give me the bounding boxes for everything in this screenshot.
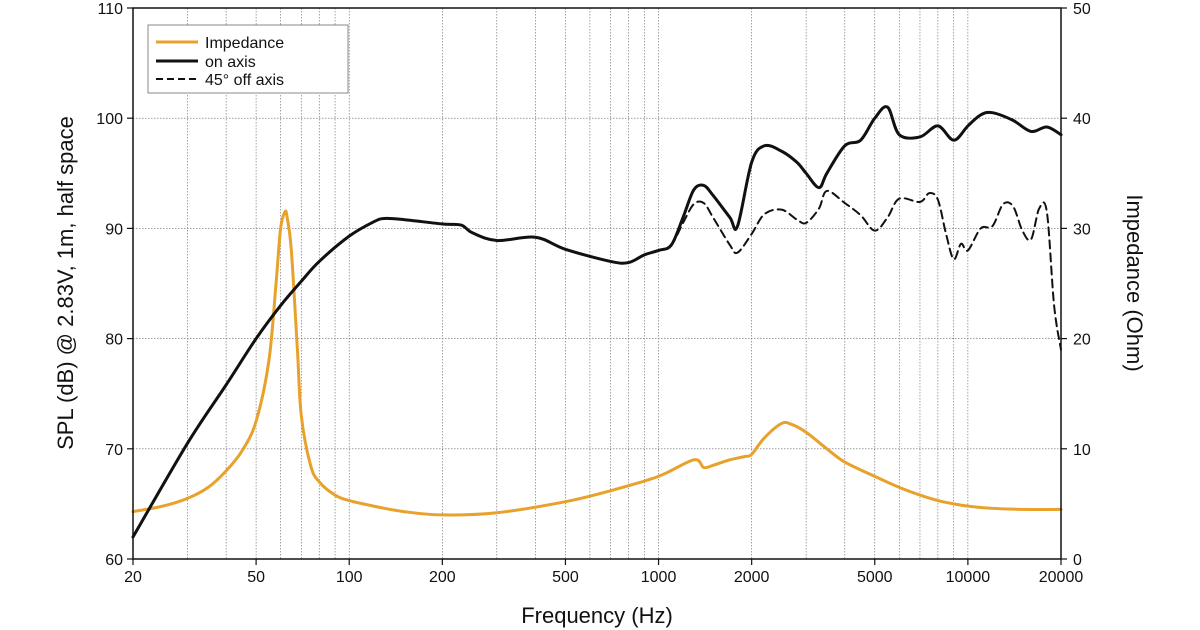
legend-label-off-axis: 45° off axis [205, 72, 284, 89]
series-impedance [131, 209, 1063, 517]
y2-axis-title: Impedance (Ohm) [1122, 194, 1147, 371]
y2-tick-label: 40 [1073, 111, 1091, 128]
x-axis-title: Frequency (Hz) [521, 603, 673, 628]
x-tick-label: 2000 [734, 569, 770, 586]
x-tick-label: 10000 [946, 569, 991, 586]
legend: Impedance on axis 45° off axis [147, 24, 349, 94]
x-tick-label: 200 [429, 569, 456, 586]
x-tick-label: 1000 [641, 569, 677, 586]
y-axis-title: SPL (dB) @ 2.83V, 1m, half space [53, 116, 78, 450]
legend-label-impedance: Impedance [205, 35, 284, 52]
y-tick-label: 90 [105, 221, 123, 238]
y-tick-label: 60 [105, 552, 123, 569]
y2-tick-label: 0 [1073, 552, 1082, 569]
y2-tick-label: 10 [1073, 442, 1091, 459]
y2-tick-label: 20 [1073, 332, 1091, 349]
y-tick-label: 100 [96, 111, 123, 128]
x-tick-label: 20000 [1039, 569, 1084, 586]
x-tick-label: 5000 [857, 569, 893, 586]
legend-box [147, 24, 349, 94]
axes: 20 50 100 200 500 1000 2000 5000 10000 2000060708… [96, 1, 1091, 586]
legend-label-on-axis: on axis [205, 54, 256, 71]
y2-tick-label: 30 [1073, 221, 1091, 238]
x-tick-label: 500 [552, 569, 579, 586]
plot-frame [132, 7, 1062, 560]
y-tick-label: 70 [105, 442, 123, 459]
y2-tick-label: 50 [1073, 1, 1091, 18]
x-tick-label: 100 [336, 569, 363, 586]
grid [132, 7, 1062, 560]
y-tick-label: 80 [105, 332, 123, 349]
series-on-axis [131, 105, 1063, 539]
x-tick-label: 50 [247, 569, 265, 586]
y-tick-label: 110 [97, 1, 123, 18]
series-off-axis [657, 189, 1062, 351]
x-tick-label: 20 [124, 569, 142, 586]
series-layer [131, 105, 1063, 539]
